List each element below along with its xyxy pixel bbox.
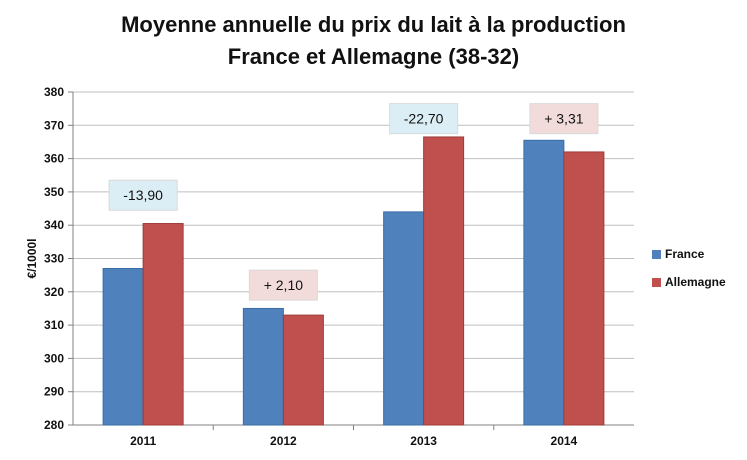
y-tick-label: 380 (44, 85, 64, 99)
y-tick-label: 350 (44, 185, 64, 199)
annotation-label-2011: -13,90 (123, 187, 163, 203)
bar-france-2014 (523, 139, 565, 426)
x-tick-label: 2013 (410, 434, 437, 448)
legend-item-france: France (652, 247, 704, 261)
chart-title: Moyenne annuelle du prix du lait à la pr… (121, 12, 626, 37)
annotation-box-2014 (529, 103, 599, 135)
bar-allemagne-2013 (423, 136, 465, 426)
legend-label-france: France (665, 247, 705, 261)
y-tick-label: 310 (44, 318, 64, 332)
x-tick-label: 2012 (270, 434, 297, 448)
legend-swatch-france (652, 249, 661, 259)
chart-subtitle: France et Allemagne (38-32) (227, 44, 520, 69)
legend-label-allemagne: Allemagne (665, 275, 726, 289)
x-tick-label: 2014 (551, 434, 578, 448)
bar-allemagne-2014 (563, 151, 605, 426)
bar-allemagne-2012 (282, 314, 324, 426)
annotation-label-2012: + 2,10 (264, 277, 304, 293)
bar-france-2013 (383, 211, 425, 426)
y-tick-label: 300 (44, 351, 64, 365)
annotation-box-2013 (389, 103, 459, 135)
y-tick-label: 340 (44, 218, 64, 232)
y-tick-label: 320 (44, 285, 64, 299)
annotation-box-2012 (248, 269, 318, 301)
legend-item-allemagne: Allemagne (652, 275, 726, 289)
annotation-label-2014: + 3,31 (544, 111, 584, 127)
legend-swatch-allemagne (652, 277, 661, 287)
bar-france-2011 (102, 267, 144, 426)
y-tick-label: 330 (44, 252, 64, 266)
annotation-label-2013: -22,70 (404, 111, 444, 127)
y-tick-label: 290 (44, 385, 64, 399)
bar-allemagne-2011 (142, 223, 184, 426)
annotation-box-2011 (108, 179, 178, 211)
y-tick-label: 280 (44, 418, 64, 432)
x-tick-label: 2011 (130, 434, 156, 448)
bar-france-2012 (242, 307, 284, 426)
y-tick-label: 370 (44, 118, 64, 132)
y-axis-label: €/1000l (25, 238, 39, 278)
y-tick-label: 360 (44, 152, 64, 166)
